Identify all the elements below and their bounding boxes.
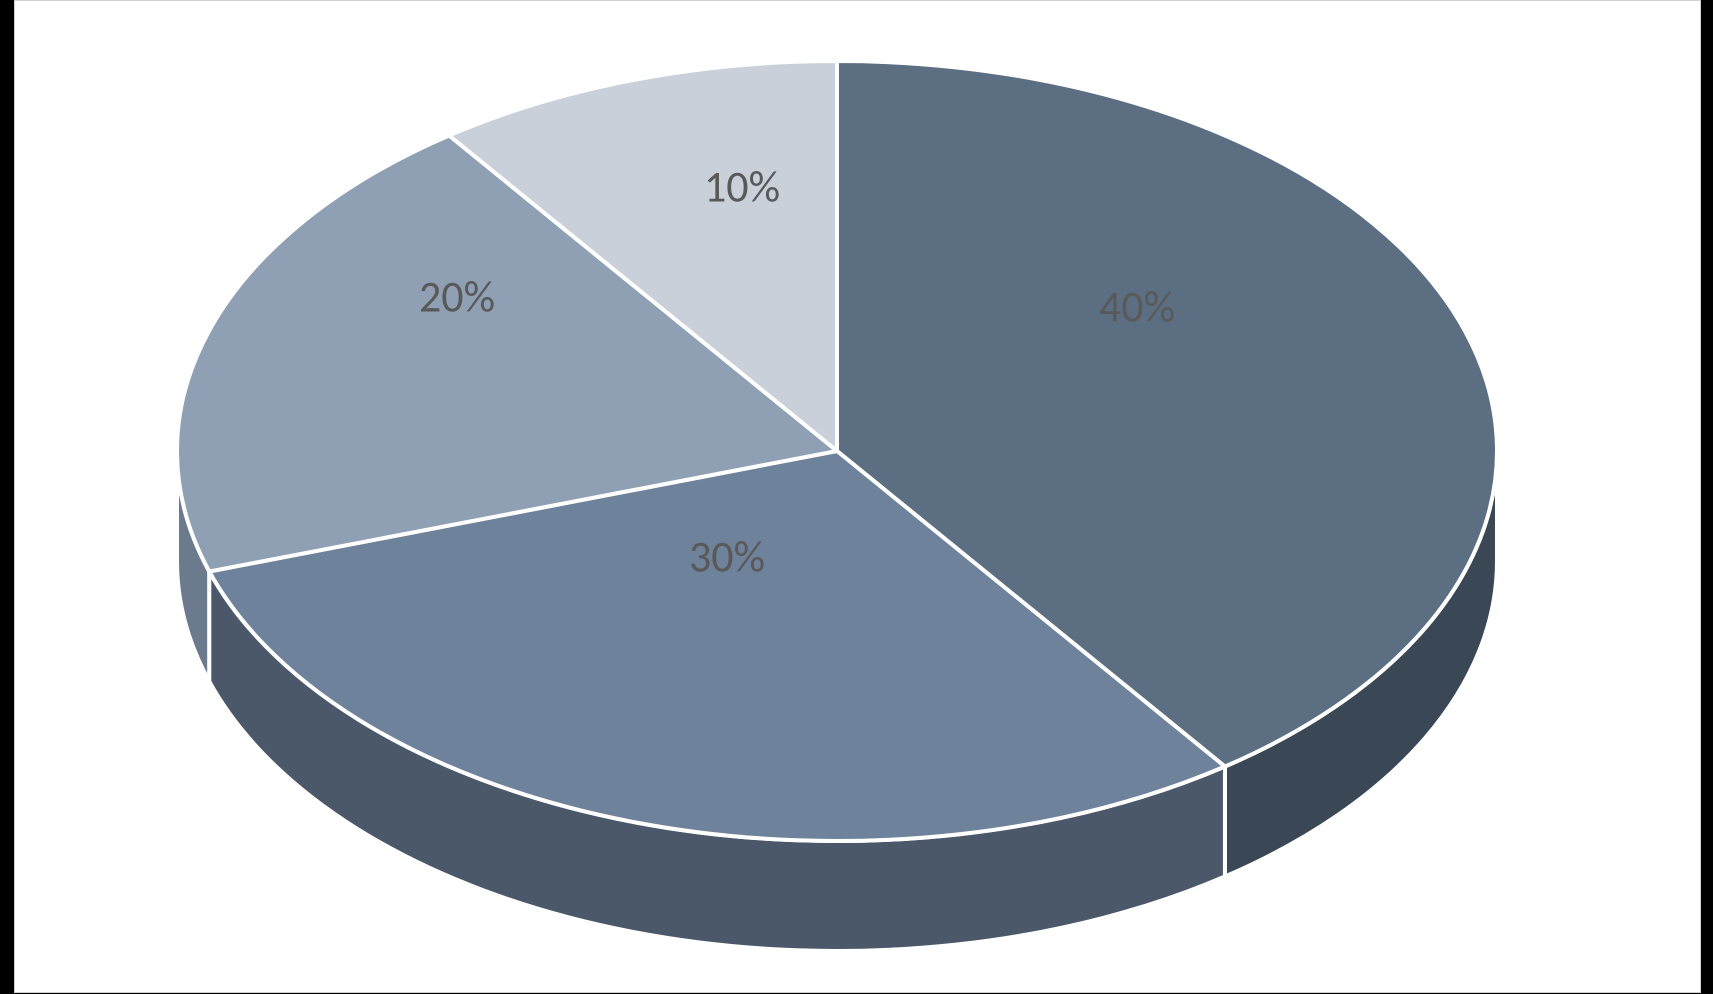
pie-slice-label: 30%: [689, 530, 765, 584]
pie-top-group: [177, 61, 1497, 841]
pie-slice-label: 40%: [1099, 280, 1175, 334]
pie-chart-3d: 40% 30% 20% 10%: [15, 1, 1702, 994]
pie-slice-label: 20%: [419, 270, 495, 324]
pie-slice-label: 10%: [704, 160, 780, 214]
chart-frame: 40% 30% 20% 10%: [14, 0, 1701, 993]
